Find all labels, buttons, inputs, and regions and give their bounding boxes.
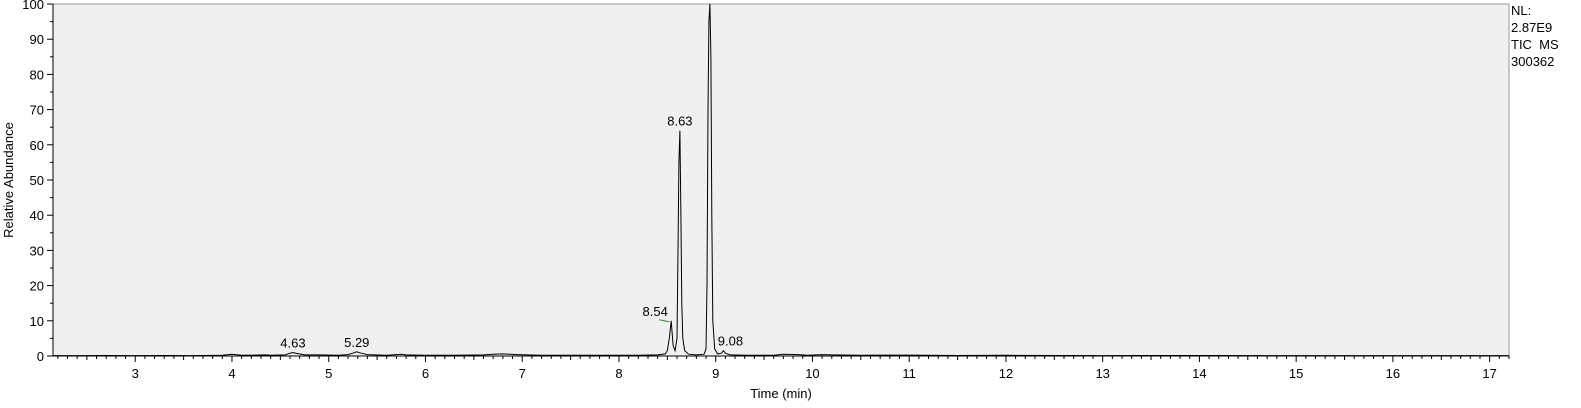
y-tick-label: 20: [30, 279, 44, 294]
peak-label: 9.08: [718, 334, 743, 349]
x-tick-label: 3: [132, 366, 139, 381]
x-tick-label: 8: [615, 366, 622, 381]
y-tick-label: 70: [30, 103, 44, 118]
y-tick-label: 90: [30, 32, 44, 47]
x-tick-label: 16: [1386, 366, 1400, 381]
trace-type: TIC MS: [1511, 37, 1559, 52]
file-id: 300362: [1511, 54, 1555, 69]
x-tick-label: 5: [325, 366, 332, 381]
peak-label: 8.54: [643, 304, 668, 319]
x-tick-label: 10: [805, 366, 819, 381]
nl-label: NL:: [1511, 3, 1532, 18]
x-tick-label: 13: [1095, 366, 1109, 381]
y-tick-label: 40: [30, 208, 44, 223]
peak-label: 8.63: [667, 114, 692, 129]
peak-label: 5.29: [344, 335, 369, 350]
x-tick-label: 4: [228, 366, 235, 381]
y-tick-label: 80: [30, 67, 44, 82]
x-tick-label: 9: [712, 366, 719, 381]
x-tick-label: 6: [422, 366, 429, 381]
peak-labels: 4.63 5.29 8.54 8.63 8.94 9.08: [280, 0, 743, 350]
x-tick-label: 7: [519, 366, 526, 381]
peak-label: 4.63: [280, 335, 305, 350]
y-axis-ticks: 0 10 20 30 40 50 60 70 80 90 100: [22, 0, 54, 364]
peak-label-link: [659, 319, 670, 323]
x-tick-label: 15: [1289, 366, 1303, 381]
y-axis-label: Relative Abundance: [1, 122, 16, 238]
x-axis-ticks: 3 4 5 6 7 8 9 10 11 12 13 14 15 16 17: [53, 355, 1510, 381]
x-tick-label: 11: [902, 366, 916, 381]
x-tick-label: 17: [1482, 366, 1496, 381]
y-tick-label: 50: [30, 173, 44, 188]
x-tick-label: 14: [1192, 366, 1206, 381]
y-tick-label: 0: [37, 349, 44, 364]
y-tick-label: 30: [30, 243, 44, 258]
x-tick-label: 12: [999, 366, 1013, 381]
y-tick-label: 10: [30, 314, 44, 329]
peak-label: 8.94: [697, 0, 722, 2]
y-tick-label: 100: [22, 0, 44, 12]
y-tick-label: 60: [30, 138, 44, 153]
x-axis-label: Time (min): [750, 386, 812, 401]
nl-value: 2.87E9: [1511, 20, 1553, 35]
plot-area: [52, 3, 1510, 357]
trace-info: NL: 2.87E9 TIC MS 300362: [1511, 2, 1559, 70]
series-line-tic: [53, 3, 1509, 357]
